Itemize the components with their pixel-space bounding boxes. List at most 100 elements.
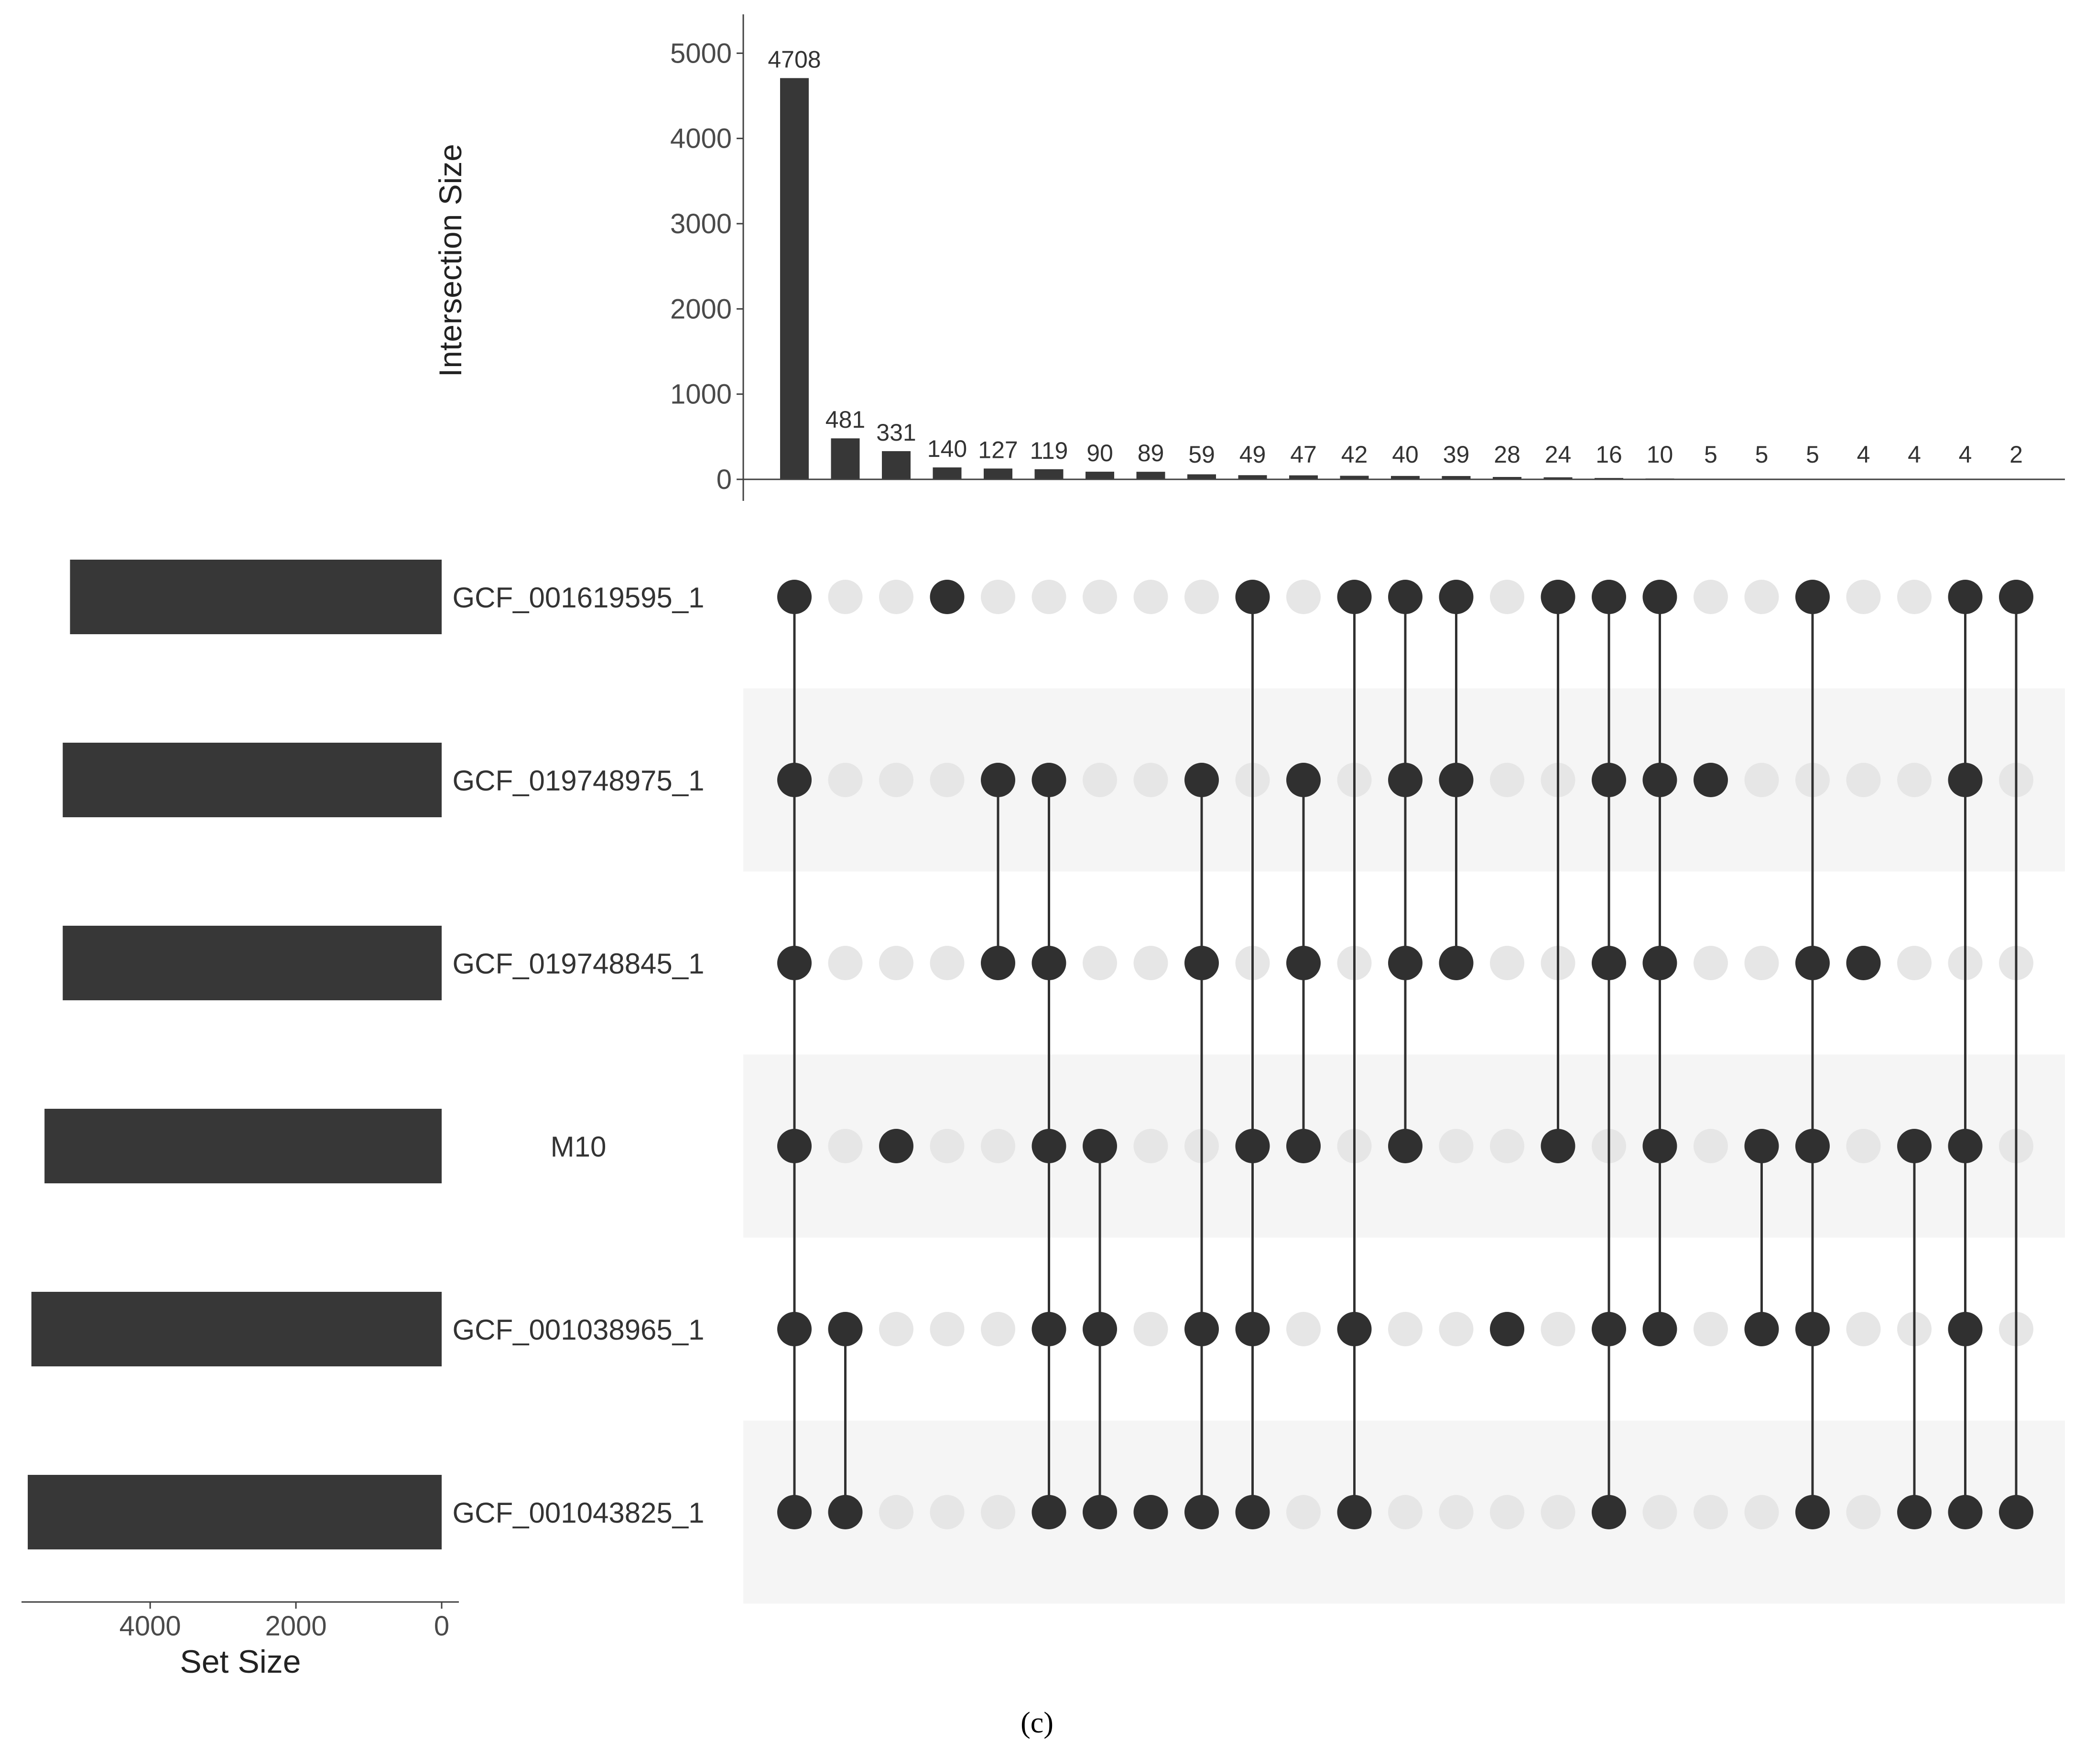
set-name-labels: GCF_001619595_1 GCF_019748975_1 GCF_019748… [452,582,704,1529]
matrix-dot-filled [1694,763,1728,797]
matrix-dot-filled [1999,1495,2033,1529]
matrix-dot-filled [1744,1129,1779,1163]
matrix-dot-empty [1744,580,1779,614]
bar-value-label: 40 [1392,441,1419,468]
matrix-dot-empty [1133,580,1168,614]
matrix-dot-filled [1083,1129,1117,1163]
set-size-bar [70,560,442,634]
intersection-bar [780,78,809,479]
matrix-dot-empty [879,580,913,614]
matrix-dot-empty [1490,1495,1524,1529]
intersection-bar [1086,471,1114,479]
y-tick-label: 5000 [670,38,732,69]
matrix-dot-empty [879,763,913,797]
intersection-bar [1187,474,1216,479]
matrix-dot-filled [1235,1129,1270,1163]
matrix-dot-filled [1592,946,1626,980]
matrix-dot-filled [1032,946,1066,980]
set-tick-label: 2000 [265,1611,327,1642]
set-size-axis: 4000 2000 0 Set Size [22,1601,459,1680]
matrix-dot-filled [1184,763,1219,797]
matrix-dot-empty [1490,946,1524,980]
matrix-dots-active [777,580,2033,1529]
intersection-bar [1238,475,1267,479]
matrix-dot-filled [1133,1495,1168,1529]
matrix-dot-empty [930,946,965,980]
bar-value-label: 4 [1857,441,1870,468]
intersection-bar [1034,469,1064,479]
intersection-size-axis: 0 1000 2000 3000 4000 5000 Intersection Size [433,14,2065,501]
matrix-dot-empty [1388,1495,1422,1529]
matrix-dot-empty [879,1495,913,1529]
matrix-dot-empty [1439,1129,1474,1163]
matrix-dot-empty [1133,1129,1168,1163]
matrix-dot-filled [828,1495,863,1529]
matrix-dot-filled [1337,1495,1372,1529]
matrix-dot-empty [1694,1312,1728,1346]
matrix-dot-empty [828,763,863,797]
matrix-dot-empty [1694,580,1728,614]
matrix-dot-filled [1337,580,1372,614]
bar-value-label: 90 [1086,440,1113,466]
matrix-dot-empty [1286,1312,1321,1346]
matrix-dot-filled [1388,946,1422,980]
matrix-dot-filled [1235,1312,1270,1346]
matrix-dot-filled [1795,1312,1830,1346]
set-size-bar [31,1292,442,1366]
bar-value-label: 42 [1341,441,1368,468]
matrix-dot-filled [777,946,812,980]
matrix-dot-empty [1694,946,1728,980]
matrix-dot-empty [828,946,863,980]
bar-value-label: 28 [1494,441,1520,468]
bar-value-label: 5 [1755,441,1769,468]
matrix-dot-filled [1541,580,1575,614]
matrix-dot-filled [1388,1129,1422,1163]
bar-value-label: 331 [876,419,916,446]
matrix-dot-filled [777,1495,812,1529]
matrix-dot-empty [828,1129,863,1163]
bar-value-label: 140 [927,435,967,462]
matrix-dot-empty [1439,1495,1474,1529]
matrix-dot-empty [828,580,863,614]
intersection-bar [882,451,911,479]
intersection-bar [933,467,962,479]
matrix-dot-filled [1032,1495,1066,1529]
set-size-bar [63,743,442,817]
matrix-dot-filled [777,580,812,614]
intersection-bars [780,78,2031,479]
matrix-dot-empty [1846,580,1881,614]
matrix-dot-filled [1948,1129,1983,1163]
matrix-dot-filled [1592,1312,1626,1346]
matrix-dot-filled [1744,1312,1779,1346]
matrix-dot-filled [1184,1495,1219,1529]
matrix-dot-empty [1388,1312,1422,1346]
matrix-dot-empty [1133,1312,1168,1346]
matrix-dot-empty [1490,580,1524,614]
intersection-bar [1136,472,1165,479]
y-tick-label: 2000 [670,293,732,325]
matrix-dot-filled [777,763,812,797]
intersection-bar [984,468,1012,479]
y-tick-label: 4000 [670,123,732,154]
matrix-dot-filled [1184,1312,1219,1346]
matrix-dot-filled [1083,1495,1117,1529]
matrix-dot-filled [1795,580,1830,614]
bar-value-label: 4 [1959,441,1972,468]
bar-value-label: 47 [1290,441,1317,468]
intersection-bar [1391,476,1420,479]
bar-value-label: 24 [1545,441,1572,468]
matrix-dot-filled [1184,946,1219,980]
matrix-dot-filled [1388,763,1422,797]
matrix-dot-filled [1286,763,1321,797]
matrix-dot-empty [1744,946,1779,980]
matrix-dot-empty [981,1312,1015,1346]
bar-value-label: 5 [1806,441,1819,468]
intersection-bar [831,438,860,479]
set-name-label: GCF_001619595_1 [452,582,704,614]
panel-label: (c) [1021,1707,1053,1739]
matrix-dot-filled [1439,580,1474,614]
set-name-label: GCF_019748845_1 [452,948,704,980]
matrix-dot-empty [981,1495,1015,1529]
